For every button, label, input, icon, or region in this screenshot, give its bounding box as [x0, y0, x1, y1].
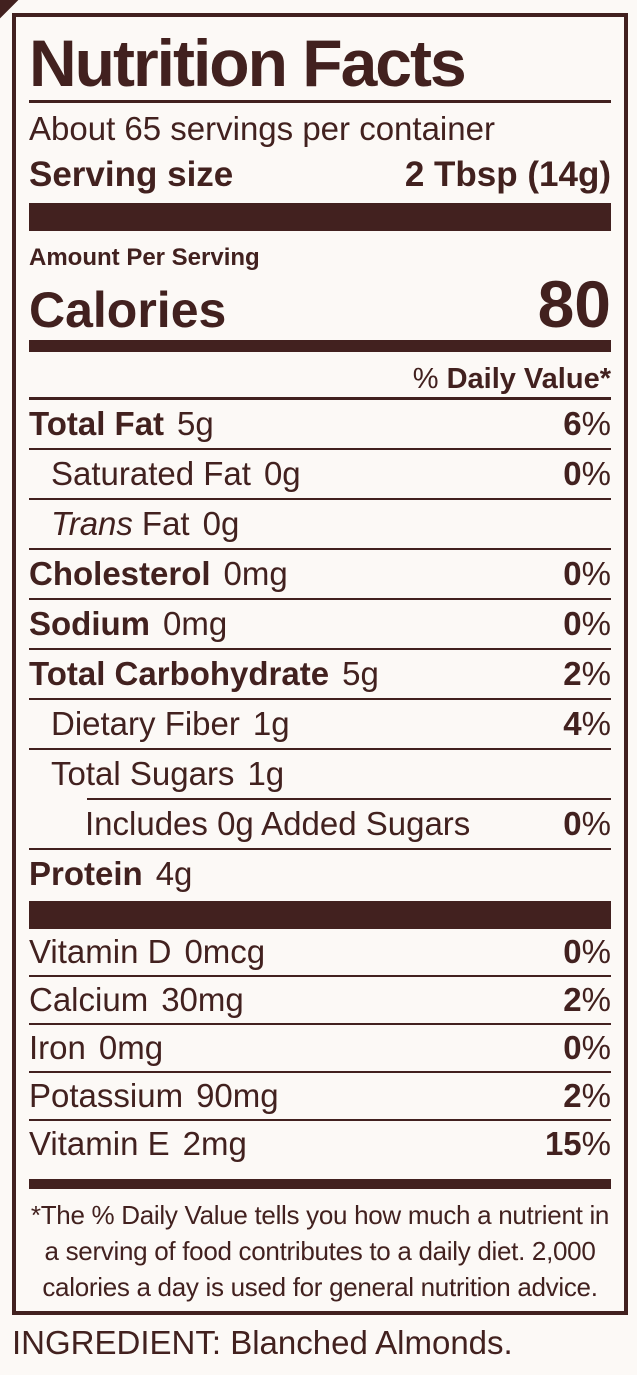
- nutrient-amount: 90mg: [196, 1077, 279, 1114]
- nutrient-amount: 5g: [177, 405, 214, 442]
- calories-row: Calories 80: [29, 267, 611, 341]
- vitamin-row-potassium: Potassium 90mg 2%: [29, 1073, 611, 1121]
- nutrient-name: Vitamin E: [29, 1125, 170, 1162]
- nutrient-row-trans-fat: Trans Fat 0g: [29, 500, 611, 550]
- serving-size-label: Serving size: [29, 155, 234, 194]
- nutrient-amount: 1g: [252, 705, 290, 742]
- nutrient-amount: 0g: [263, 455, 301, 492]
- nutrient-row-cholesterol: Cholesterol 0mg 0%: [29, 550, 611, 600]
- nutrient-row-added-sugars: Includes 0g Added Sugars 0%: [29, 800, 611, 850]
- daily-value-percent: 0%: [563, 933, 611, 970]
- thick-divider-protein: [29, 901, 611, 929]
- nutrient-name: Protein: [29, 855, 143, 892]
- vitamin-row-iron: Iron 0mg 0%: [29, 1025, 611, 1073]
- daily-value-percent: 6%: [563, 405, 611, 442]
- nutrient-amount: 30mg: [161, 981, 244, 1018]
- nutrient-name: Includes 0g Added Sugars: [85, 805, 471, 842]
- calories-value: 80: [537, 267, 611, 341]
- daily-value-percent: 0%: [563, 1029, 611, 1066]
- servings-per-container: About 65 servings per container: [29, 110, 495, 147]
- nutrient-name: Total Fat: [29, 405, 165, 442]
- nutrient-row-dietary-fiber: Dietary Fiber 1g 4%: [29, 700, 611, 750]
- nutrient-amount: 1g: [247, 755, 285, 792]
- daily-value-percent: 2%: [563, 1077, 611, 1114]
- nutrient-row-saturated-fat: Saturated Fat 0g 0%: [29, 450, 611, 500]
- daily-value-percent: 0%: [563, 605, 611, 642]
- footnote-line: calories a day is used for general nutri…: [42, 1272, 598, 1302]
- nutrient-row-total-sugars: Total Sugars 1g: [29, 750, 611, 798]
- daily-value-percent: 0%: [563, 805, 611, 842]
- percent-sign: %: [412, 363, 439, 395]
- thick-divider-top: [29, 203, 611, 231]
- nutrient-amount: 0mcg: [184, 933, 266, 970]
- nutrient-amount: 0g: [202, 505, 240, 542]
- footnote-line: *The % Daily Value tells you how much a …: [30, 1200, 610, 1230]
- nutrient-amount: 4g: [155, 855, 193, 892]
- nutrient-row-total-fat: Total Fat 5g 6%: [29, 400, 611, 450]
- nutrient-row-total-carbohydrate: Total Carbohydrate 5g 2%: [29, 650, 611, 700]
- ingredient-line: INGREDIENT: Blanched Almonds.: [12, 1324, 513, 1361]
- label-title: Nutrition Facts: [29, 17, 611, 103]
- daily-value-header-text: Daily Value*: [446, 363, 611, 395]
- nutrient-row-protein: Protein 4g: [29, 850, 611, 898]
- footnote-line: a serving of food contributes to a daily…: [44, 1236, 596, 1266]
- divider-footnote: [29, 1179, 611, 1189]
- vitamin-row-vitamin-d: Vitamin D 0mcg 0%: [29, 929, 611, 977]
- nutrient-name: Dietary Fiber: [51, 705, 240, 742]
- nutrient-name: Potassium: [29, 1077, 184, 1114]
- serving-size-row: Serving size 2 Tbsp (14g): [29, 150, 611, 200]
- nutrient-name: Fat: [141, 505, 190, 542]
- nutrient-row-sodium: Sodium 0mg 0%: [29, 600, 611, 650]
- daily-value-percent: 4%: [563, 705, 611, 742]
- nutrient-name: Iron: [29, 1029, 86, 1066]
- calories-label: Calories: [29, 282, 227, 338]
- vitamin-row-calcium: Calcium 30mg 2%: [29, 977, 611, 1025]
- daily-value-percent: 0%: [563, 455, 611, 492]
- daily-value-percent: 2%: [563, 655, 611, 692]
- nutrient-name: Saturated Fat: [51, 455, 251, 492]
- nutrient-amount: 2mg: [182, 1125, 247, 1162]
- vitamin-row-vitamin-e: Vitamin E 2mg 15%: [29, 1121, 611, 1167]
- nutrient-name: Total Carbohydrate: [29, 655, 330, 692]
- daily-value-percent: 0%: [563, 555, 611, 592]
- nutrient-name: Cholesterol: [29, 555, 211, 592]
- footnote: *The % Daily Value tells you how much a …: [29, 1189, 611, 1305]
- nutrient-amount: 0mg: [98, 1029, 164, 1066]
- daily-value-percent: 15%: [544, 1125, 611, 1162]
- serving-size-value: 2 Tbsp (14g): [404, 155, 611, 194]
- nutrient-amount: 5g: [342, 655, 379, 692]
- amount-per-serving-label: Amount Per Serving: [29, 244, 260, 271]
- nutrient-name: Total Sugars: [51, 755, 235, 792]
- nutrient-name: Sodium: [29, 605, 150, 642]
- daily-value-header: % Daily Value*: [29, 352, 611, 400]
- medium-divider-calories: [29, 340, 611, 352]
- daily-value-percent: 2%: [563, 981, 611, 1018]
- nutrient-name-italic: Trans: [51, 505, 133, 542]
- indented-rule: [87, 798, 611, 800]
- nutrient-name: Vitamin D: [29, 933, 172, 970]
- nutrient-amount: 0mg: [163, 605, 228, 642]
- nutrition-facts-label: Nutrition Facts About 65 servings per co…: [12, 13, 628, 1315]
- nutrient-amount: 0mg: [223, 555, 288, 592]
- nutrient-name: Calcium: [29, 981, 149, 1018]
